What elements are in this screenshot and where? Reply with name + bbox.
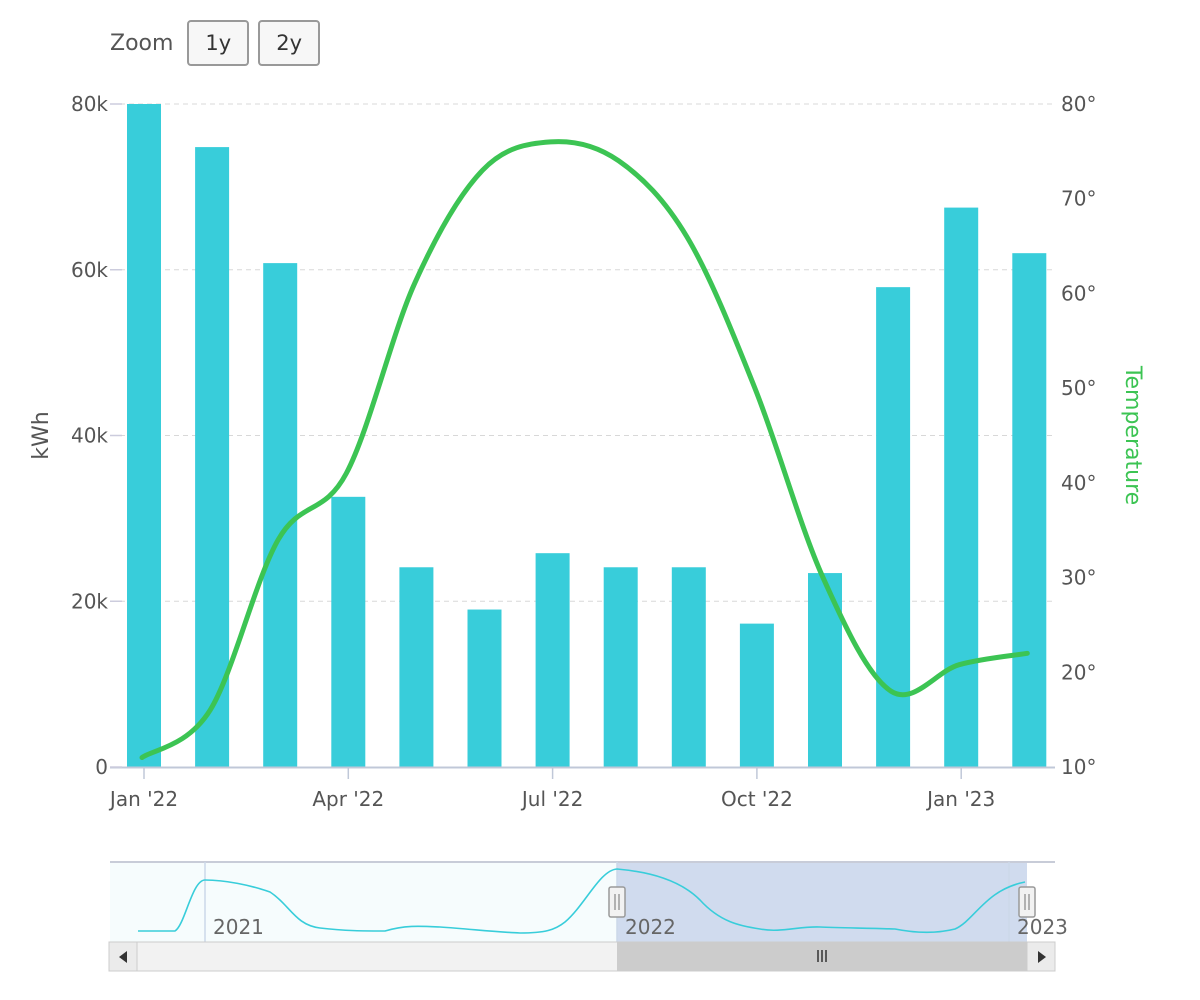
navigator-handle-box [608,886,626,918]
navigator[interactable]: 2021 2022 2023 [108,861,1068,972]
arrow-right-icon [1038,951,1046,963]
bar [1012,253,1047,768]
y-left-axis-title: kWh [29,411,54,459]
y-left-tick-label: 20k [71,589,108,613]
y-left-tick-label: 60k [71,258,108,282]
navigator-handle[interactable] [608,886,626,918]
y-left-tick-label: 0 [95,755,108,779]
zoom-control: Zoom 1y 2y [110,20,329,66]
zoom-1y-button[interactable]: 1y [187,20,250,66]
bar [876,287,911,767]
y-right-tick-label: 70° [1061,187,1096,211]
bar [535,553,570,767]
navigator-unselected-area [110,862,617,942]
y-right-tick-label: 50° [1061,376,1096,400]
navigator-year-label: 2022 [625,915,676,939]
scrollbar-left-button[interactable] [108,941,138,972]
y-axis-right: 10° 20° 30° 40° 50° 60° 70° 80° Temperature [1061,92,1145,779]
y-axis-left: 0 20k 40k 60k 80k kWh [29,92,122,779]
x-tick-label: Jan '22 [108,787,178,811]
bar [467,609,502,767]
navigator-scrollbar[interactable] [108,941,1056,972]
navigator-handle-box [1018,886,1036,918]
navigator-year-label: 2023 [1017,915,1068,939]
y-right-tick-label: 80° [1061,92,1096,116]
navigator-selected-range [617,862,1027,942]
y-right-tick-label: 30° [1061,566,1096,590]
bar [944,207,979,767]
y-right-tick-label: 60° [1061,281,1096,305]
temperature-series-line [139,139,1030,761]
kwh-bars [127,104,1047,768]
bar [603,567,638,767]
arrow-left-icon [119,951,127,963]
zoom-label: Zoom [110,30,174,56]
bar [263,263,298,767]
bar [399,567,434,767]
y-right-tick-label: 20° [1061,660,1096,684]
y-right-tick-label: 40° [1061,471,1096,495]
navigator-year-label: 2021 [213,915,264,939]
bar [127,104,161,767]
x-tick-label: Jan '23 [925,787,995,811]
bar [331,496,366,767]
bar [739,623,774,767]
x-axis: Jan '22 Apr '22 Jul '22 Oct '22 Jan '23 [108,766,1055,811]
x-tick-label: Jul '22 [520,787,583,811]
navigator-handle[interactable] [1018,886,1036,918]
x-tick-label: Apr '22 [312,787,384,811]
y-right-axis-title: Temperature [1120,365,1145,505]
x-tick-label: Oct '22 [721,787,793,811]
temperature-line [139,139,1030,761]
navigator-series-line [138,868,1026,934]
y-right-tick-label: 10° [1061,755,1096,779]
scrollbar-right-button[interactable] [1026,941,1056,972]
bar [671,567,706,767]
y-left-tick-label: 80k [71,92,108,116]
grid-lines [120,103,1055,602]
zoom-2y-button[interactable]: 2y [258,20,321,66]
y-left-tick-label: 40k [71,424,108,448]
bar [195,147,230,768]
